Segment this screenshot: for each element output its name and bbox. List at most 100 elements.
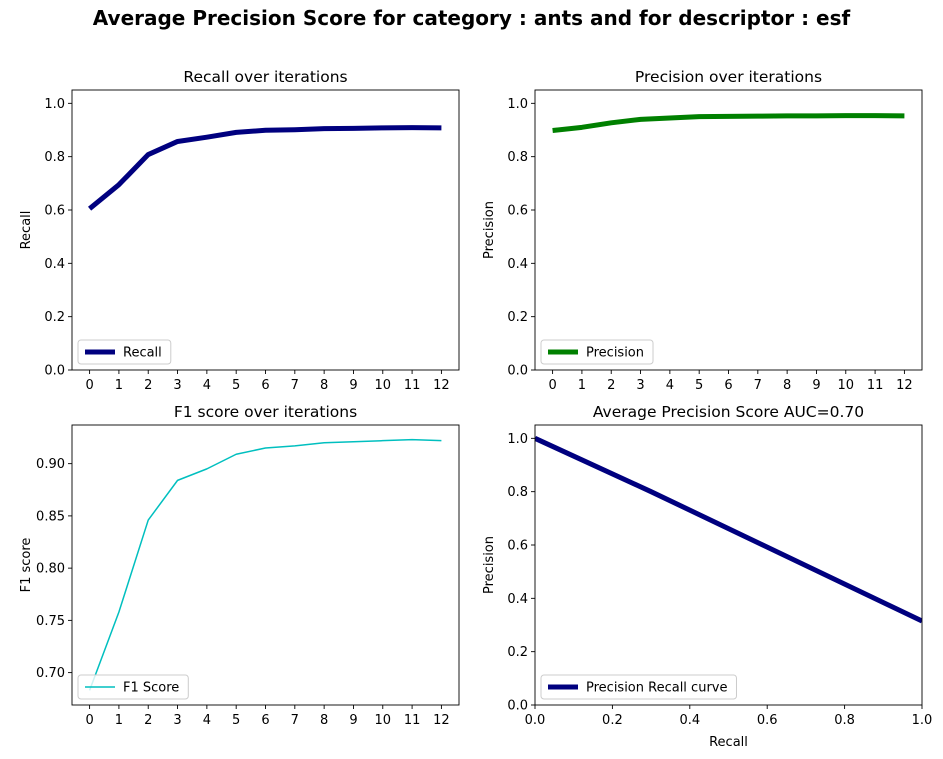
y-tick-label: 0.0	[507, 699, 528, 714]
y-tick-label: 0.80	[36, 562, 65, 577]
legend: F1 Score	[77, 674, 189, 700]
x-tick-label: 8	[320, 713, 328, 728]
legend-box	[540, 674, 737, 700]
y-tick-label: 0.0	[44, 364, 65, 379]
x-tick-label: 11	[404, 713, 421, 728]
x-tick-label: 3	[173, 378, 181, 393]
x-tick-label: 4	[203, 713, 211, 728]
y-tick-label: 0.70	[36, 666, 65, 681]
x-tick-label: 7	[291, 378, 299, 393]
x-tick-label: 3	[636, 378, 644, 393]
x-tick-label: 1	[115, 378, 123, 393]
y-tick-label: 0.8	[507, 485, 528, 500]
axes-frame	[71, 89, 460, 371]
legend: Precision Recall curve	[540, 674, 737, 700]
x-tick-label: 10	[374, 713, 391, 728]
y-tick-label: 0.0	[507, 364, 528, 379]
x-axis-label: Recall	[709, 735, 748, 750]
x-tick-label: 1	[115, 713, 123, 728]
x-tick-label: 1	[578, 378, 586, 393]
y-axis-label: Precision	[482, 536, 497, 594]
series-line-f1	[88, 438, 442, 691]
y-tick-label: 1.0	[44, 97, 65, 112]
x-tick-label: 1.0	[912, 713, 933, 728]
x-tick-label: 9	[349, 378, 357, 393]
x-tick-label: 4	[666, 378, 674, 393]
y-axis-label: F1 score	[19, 538, 34, 593]
y-tick-label: 0.4	[507, 257, 528, 272]
y-tick-label: 0.6	[44, 204, 65, 219]
y-tick-label: 0.6	[507, 539, 528, 554]
legend-label: F1 Score	[123, 681, 179, 696]
x-tick-label: 4	[203, 378, 211, 393]
y-tick-label: 0.8	[44, 150, 65, 165]
x-tick-label: 12	[433, 378, 450, 393]
legend: Recall	[77, 339, 172, 365]
x-tick-label: 6	[261, 713, 269, 728]
y-tick-label: 0.2	[507, 645, 528, 660]
y-tick-label: 1.0	[507, 97, 528, 112]
x-tick-label: 12	[433, 713, 450, 728]
axes-frame	[534, 89, 923, 371]
figure-title: Average Precision Score for category : a…	[92, 6, 851, 30]
legend-label: Recall	[123, 346, 162, 361]
x-tick-label: 7	[754, 378, 762, 393]
x-tick-label: 0.8	[834, 713, 855, 728]
y-axis-label: Recall	[19, 211, 34, 250]
legend-label: Precision	[586, 346, 644, 361]
x-tick-label: 8	[320, 378, 328, 393]
x-tick-label: 12	[896, 378, 913, 393]
x-tick-label: 6	[724, 378, 732, 393]
y-tick-label: 0.2	[507, 310, 528, 325]
x-tick-label: 0.2	[602, 713, 623, 728]
y-tick-label: 0.85	[36, 509, 65, 524]
y-tick-label: 0.4	[44, 257, 65, 272]
subplot-title: Recall over iterations	[183, 68, 347, 86]
x-tick-label: 5	[695, 378, 703, 393]
x-tick-label: 6	[261, 378, 269, 393]
x-tick-label: 5	[232, 713, 240, 728]
subplot-title: F1 score over iterations	[174, 403, 357, 421]
x-tick-label: 2	[607, 378, 615, 393]
y-axis-label: Precision	[482, 201, 497, 259]
series-line-pr	[535, 436, 922, 624]
x-tick-label: 3	[173, 713, 181, 728]
legend-box	[77, 674, 189, 700]
x-tick-label: 0	[85, 378, 93, 393]
legend: Precision	[540, 339, 654, 365]
x-tick-label: 0.6	[757, 713, 778, 728]
x-tick-label: 2	[144, 713, 152, 728]
subplot-title: Precision over iterations	[635, 68, 822, 86]
subplot-pr: Average Precision Score AUC=0.70 Precisio…	[482, 403, 932, 750]
x-tick-label: 7	[291, 713, 299, 728]
legend-box	[540, 339, 654, 365]
x-tick-label: 0	[85, 713, 93, 728]
x-tick-label: 10	[374, 378, 391, 393]
x-tick-label: 0.4	[679, 713, 700, 728]
y-tick-label: 1.0	[507, 432, 528, 447]
y-tick-label: 0.2	[44, 310, 65, 325]
y-tick-label: 0.8	[507, 150, 528, 165]
y-tick-label: 0.90	[36, 457, 65, 472]
x-tick-label: 2	[144, 378, 152, 393]
x-tick-label: 5	[232, 378, 240, 393]
subplot-title: Average Precision Score AUC=0.70	[593, 403, 864, 421]
axes-frame	[71, 424, 460, 706]
y-tick-label: 0.4	[507, 592, 528, 607]
y-tick-label: 0.75	[36, 614, 65, 629]
legend-box	[77, 339, 172, 365]
x-tick-label: 8	[783, 378, 791, 393]
axes-frame	[534, 424, 923, 706]
x-tick-label: 11	[867, 378, 884, 393]
x-tick-label: 0	[548, 378, 556, 393]
series-line-recall	[88, 125, 442, 211]
y-tick-label: 0.6	[507, 204, 528, 219]
x-tick-label: 11	[404, 378, 421, 393]
x-tick-label: 10	[837, 378, 854, 393]
x-tick-label: 0.0	[525, 713, 546, 728]
